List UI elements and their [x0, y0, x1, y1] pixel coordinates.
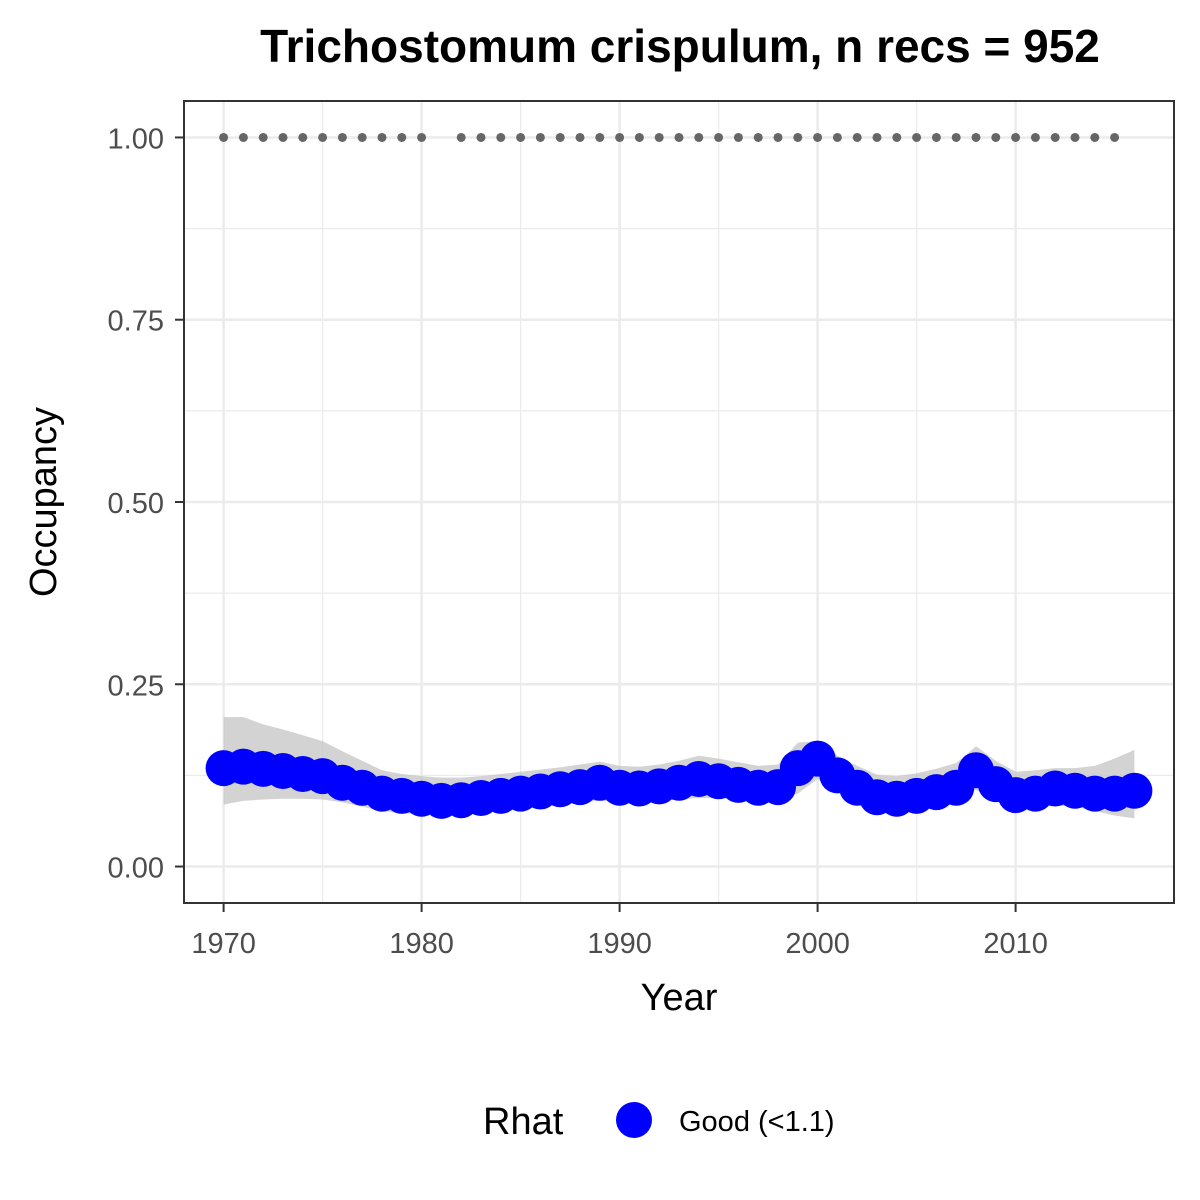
detection-point: [456, 132, 466, 142]
x-tick-label: 2010: [983, 928, 1048, 960]
detection-point: [654, 132, 664, 142]
detection-point: [753, 132, 763, 142]
detection-point: [971, 132, 981, 142]
chart-title: Trichostomum crispulum, n recs = 952: [260, 20, 1100, 72]
y-tick-label: 0.00: [108, 853, 164, 885]
detection-point: [575, 132, 585, 142]
detection-point: [337, 132, 347, 142]
legend: Rhat Good (<1.1): [483, 1101, 835, 1143]
detection-point: [318, 132, 328, 142]
detection-point: [595, 132, 605, 142]
detection-point: [516, 132, 526, 142]
detection-point: [733, 132, 743, 142]
detection-point: [476, 132, 486, 142]
detection-point: [694, 132, 704, 142]
x-axis-title: Year: [641, 977, 718, 1019]
detection-point: [852, 132, 862, 142]
y-tick-label: 0.75: [108, 306, 164, 338]
detection-point: [872, 132, 882, 142]
x-tick-label: 1970: [191, 928, 256, 960]
occupancy-point: [1116, 772, 1153, 809]
y-axis-ticks: 0.00 0.25 0.50 0.75 1.00: [108, 123, 184, 885]
x-tick-label: 2000: [785, 928, 850, 960]
legend-title: Rhat: [483, 1101, 564, 1143]
detection-point: [991, 132, 1001, 142]
y-axis-title: Occupancy: [23, 407, 65, 597]
detection-point: [496, 132, 506, 142]
detection-point: [615, 132, 625, 142]
detection-point: [793, 132, 803, 142]
x-tick-label: 1980: [389, 928, 454, 960]
detection-point: [634, 132, 644, 142]
detection-point: [535, 132, 545, 142]
detection-point: [219, 132, 229, 142]
detection-point: [832, 132, 842, 142]
y-tick-label: 0.50: [108, 488, 164, 520]
detection-point: [258, 132, 268, 142]
detection-point: [912, 132, 922, 142]
detection-point: [674, 132, 684, 142]
detection-points: [219, 132, 1120, 142]
occupancy-series: [205, 740, 1153, 819]
detection-point: [892, 132, 902, 142]
detection-point: [1090, 132, 1100, 142]
detection-point: [813, 132, 823, 142]
detection-point: [1030, 132, 1040, 142]
y-tick-label: 1.00: [108, 123, 164, 155]
x-tick-label: 1990: [587, 928, 652, 960]
x-axis-ticks: 1970 1980 1990 2000 2010: [191, 903, 1048, 960]
detection-point: [377, 132, 387, 142]
legend-key-good: [616, 1102, 652, 1138]
legend-label-good: Good (<1.1): [679, 1106, 835, 1138]
detection-point: [1110, 132, 1120, 142]
detection-point: [714, 132, 724, 142]
detection-point: [1050, 132, 1060, 142]
y-tick-label: 0.25: [108, 670, 164, 702]
detection-point: [951, 132, 961, 142]
detection-point: [397, 132, 407, 142]
detection-point: [1011, 132, 1021, 142]
detection-point: [238, 132, 248, 142]
detection-point: [555, 132, 565, 142]
detection-point: [417, 132, 427, 142]
detection-point: [1070, 132, 1080, 142]
detection-point: [773, 132, 783, 142]
detection-point: [931, 132, 941, 142]
detection-point: [357, 132, 367, 142]
detection-point: [278, 132, 288, 142]
detection-point: [298, 132, 308, 142]
